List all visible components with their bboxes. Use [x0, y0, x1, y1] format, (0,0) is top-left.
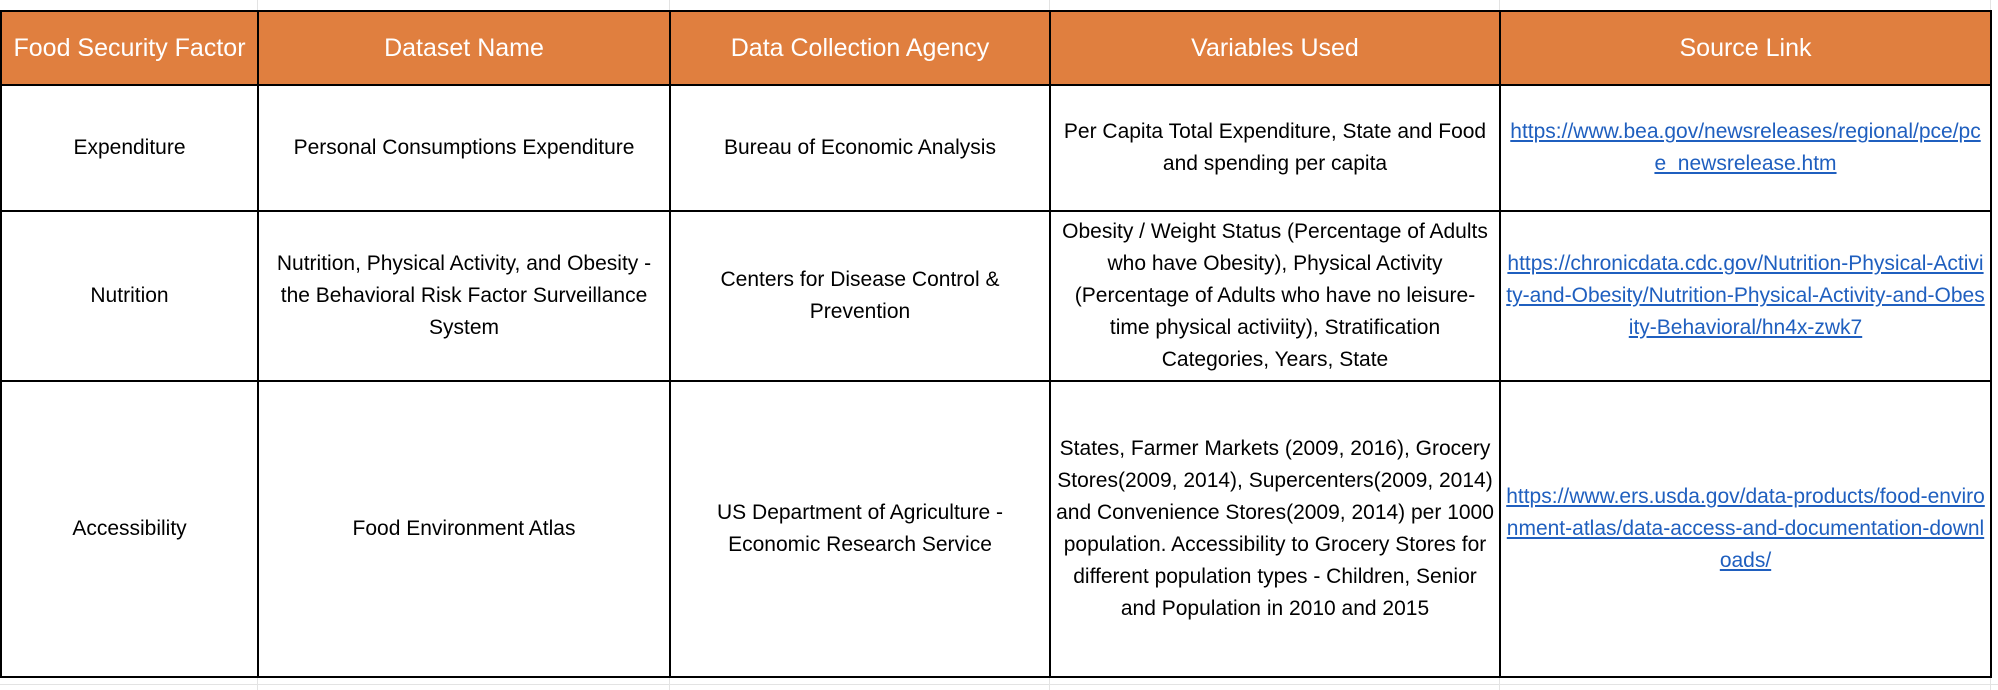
dataset-cell[interactable]: Nutrition, Physical Activity, and Obesit…	[257, 210, 671, 382]
factor-cell[interactable]: Expenditure	[0, 84, 259, 212]
header-food-security-factor[interactable]: Food Security Factor	[0, 10, 259, 86]
variables-cell[interactable]: Obesity / Weight Status (Percentage of A…	[1049, 210, 1501, 382]
grid-line	[0, 684, 1998, 685]
source-link[interactable]: https://www.ers.usda.gov/data-products/f…	[1506, 485, 1985, 572]
factor-cell[interactable]: Accessibility	[0, 380, 259, 678]
header-data-collection-agency[interactable]: Data Collection Agency	[669, 10, 1051, 86]
variables-cell[interactable]: States, Farmer Markets (2009, 2016), Gro…	[1049, 380, 1501, 678]
header-variables-used[interactable]: Variables Used	[1049, 10, 1501, 86]
table-row: Accessibility Food Environment Atlas US …	[0, 380, 1992, 678]
source-cell[interactable]: https://chronicdata.cdc.gov/Nutrition-Ph…	[1499, 210, 1992, 382]
header-source-link[interactable]: Source Link	[1499, 10, 1992, 86]
source-cell[interactable]: https://www.bea.gov/newsreleases/regiona…	[1499, 84, 1992, 212]
agency-cell[interactable]: Centers for Disease Control & Prevention	[669, 210, 1051, 382]
source-cell[interactable]: https://www.ers.usda.gov/data-products/f…	[1499, 380, 1992, 678]
table-row: Expenditure Personal Consumptions Expend…	[0, 84, 1992, 212]
header-row: Food Security Factor Dataset Name Data C…	[0, 10, 1992, 86]
variables-cell[interactable]: Per Capita Total Expenditure, State and …	[1049, 84, 1501, 212]
agency-cell[interactable]: US Department of Agriculture - Economic …	[669, 380, 1051, 678]
dataset-cell[interactable]: Food Environment Atlas	[257, 380, 671, 678]
source-link[interactable]: https://chronicdata.cdc.gov/Nutrition-Ph…	[1506, 252, 1985, 339]
dataset-cell[interactable]: Personal Consumptions Expenditure	[257, 84, 671, 212]
factor-cell[interactable]: Nutrition	[0, 210, 259, 382]
source-link[interactable]: https://www.bea.gov/newsreleases/regiona…	[1510, 120, 1981, 175]
header-dataset-name[interactable]: Dataset Name	[257, 10, 671, 86]
table-row: Nutrition Nutrition, Physical Activity, …	[0, 210, 1992, 382]
agency-cell[interactable]: Bureau of Economic Analysis	[669, 84, 1051, 212]
data-sources-table: Food Security Factor Dataset Name Data C…	[0, 10, 1992, 678]
